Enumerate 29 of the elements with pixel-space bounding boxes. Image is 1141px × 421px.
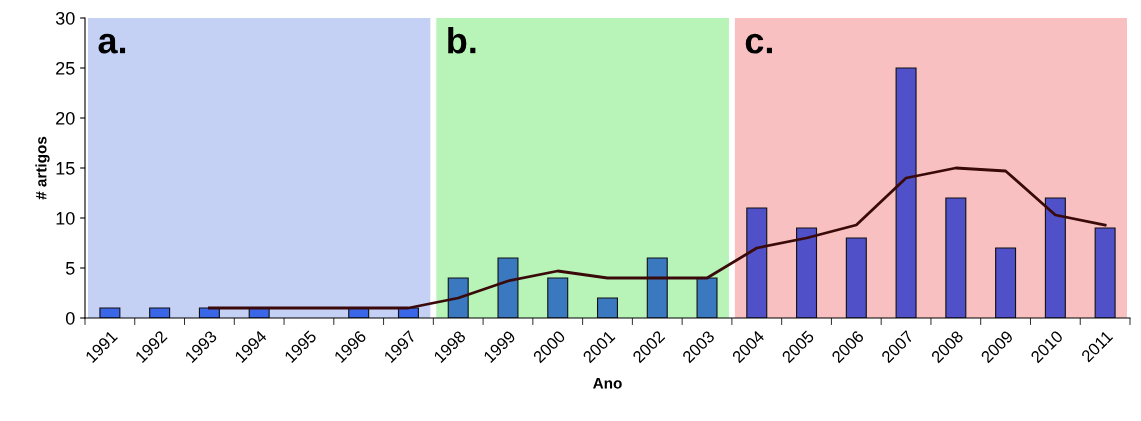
bar [895,67,917,318]
band-label: c. [745,33,772,54]
bar [746,207,768,318]
bar [596,297,619,318]
bar [497,257,519,318]
bar [447,277,469,318]
bar [1044,197,1066,318]
bar [149,307,171,318]
band-label: a. [98,33,126,54]
bar [696,277,718,318]
y-axis-title: # artigos [35,136,50,200]
bar [995,247,1017,318]
bar [845,237,867,318]
line-series [208,166,1107,310]
bar [796,227,818,318]
y-tick-label: 20 [56,111,75,125]
y-tick-label: 30 [55,11,75,25]
y-tick-label: 15 [56,162,75,175]
bar [547,277,569,318]
y-tick-label: 25 [56,61,75,75]
bar [646,257,668,318]
band-label: b. [448,27,476,54]
y-tick-label: 0 [65,311,75,325]
bar [1094,227,1116,318]
y-tick-label: 10 [56,211,75,225]
y-tick-label: 5 [65,262,75,275]
bar [99,307,121,318]
bar [945,197,967,318]
x-axis-title: Ano [593,377,622,389]
